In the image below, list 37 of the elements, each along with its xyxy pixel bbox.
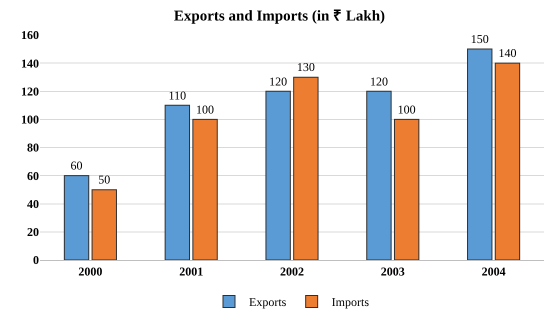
bar [64, 175, 90, 260]
bar [494, 62, 520, 260]
data-label: 50 [98, 172, 110, 187]
legend-label: Imports [332, 295, 370, 310]
data-label: 120 [370, 74, 388, 88]
y-tick-label: 20 [27, 225, 39, 240]
bar [265, 90, 291, 260]
data-label: 140 [498, 46, 516, 60]
y-tick-label: 100 [21, 112, 39, 127]
bar [366, 90, 392, 260]
data-label: 60 [70, 158, 83, 173]
data-label: 100 [196, 102, 214, 116]
y-tick-label: 60 [27, 168, 39, 183]
data-label: 150 [470, 32, 489, 46]
bar [467, 48, 492, 260]
bar [192, 118, 218, 260]
bar [92, 189, 117, 260]
y-tick-label: 140 [21, 56, 39, 70]
chart-title: Exports and Imports (in ₹ Lakh) [174, 8, 386, 24]
x-tick-label: 2001 [179, 264, 204, 278]
bar [293, 76, 319, 260]
data-label: 120 [269, 74, 288, 88]
bar [394, 118, 420, 260]
data-label: 110 [168, 88, 186, 102]
data-label: 100 [398, 102, 416, 116]
x-tick-label: 2000 [78, 264, 102, 278]
y-tick-label: 160 [21, 28, 39, 42]
y-tick-label: 0 [33, 253, 39, 268]
y-tick-label: 120 [21, 84, 39, 98]
x-tick-label: 2004 [482, 264, 506, 278]
x-tick-label: 2003 [380, 264, 405, 278]
data-label: 130 [296, 60, 315, 74]
x-tick-label: 2002 [280, 264, 304, 278]
y-tick-label: 40 [27, 196, 39, 211]
y-tick-label: 80 [27, 140, 39, 155]
bar [164, 104, 190, 260]
legend-label: Exports [249, 295, 287, 310]
